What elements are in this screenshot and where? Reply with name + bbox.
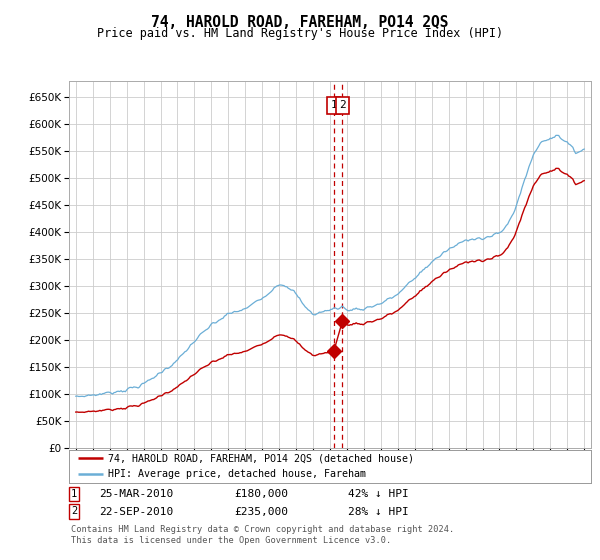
Text: 25-MAR-2010: 25-MAR-2010 [99,489,173,500]
Text: 22-SEP-2010: 22-SEP-2010 [99,507,173,517]
Text: 1: 1 [71,489,77,499]
Text: 2: 2 [339,100,346,110]
Text: Price paid vs. HM Land Registry's House Price Index (HPI): Price paid vs. HM Land Registry's House … [97,27,503,40]
Text: HPI: Average price, detached house, Fareham: HPI: Average price, detached house, Fare… [108,469,366,479]
Text: 28% ↓ HPI: 28% ↓ HPI [348,507,409,517]
Text: Contains HM Land Registry data © Crown copyright and database right 2024.
This d: Contains HM Land Registry data © Crown c… [71,525,454,545]
Text: £180,000: £180,000 [234,489,288,500]
Text: 74, HAROLD ROAD, FAREHAM, PO14 2QS (detached house): 74, HAROLD ROAD, FAREHAM, PO14 2QS (deta… [108,453,414,463]
Text: 74, HAROLD ROAD, FAREHAM, PO14 2QS: 74, HAROLD ROAD, FAREHAM, PO14 2QS [151,15,449,30]
Text: 2: 2 [71,506,77,516]
Text: 42% ↓ HPI: 42% ↓ HPI [348,489,409,500]
Text: 1: 1 [331,100,337,110]
Text: £235,000: £235,000 [234,507,288,517]
